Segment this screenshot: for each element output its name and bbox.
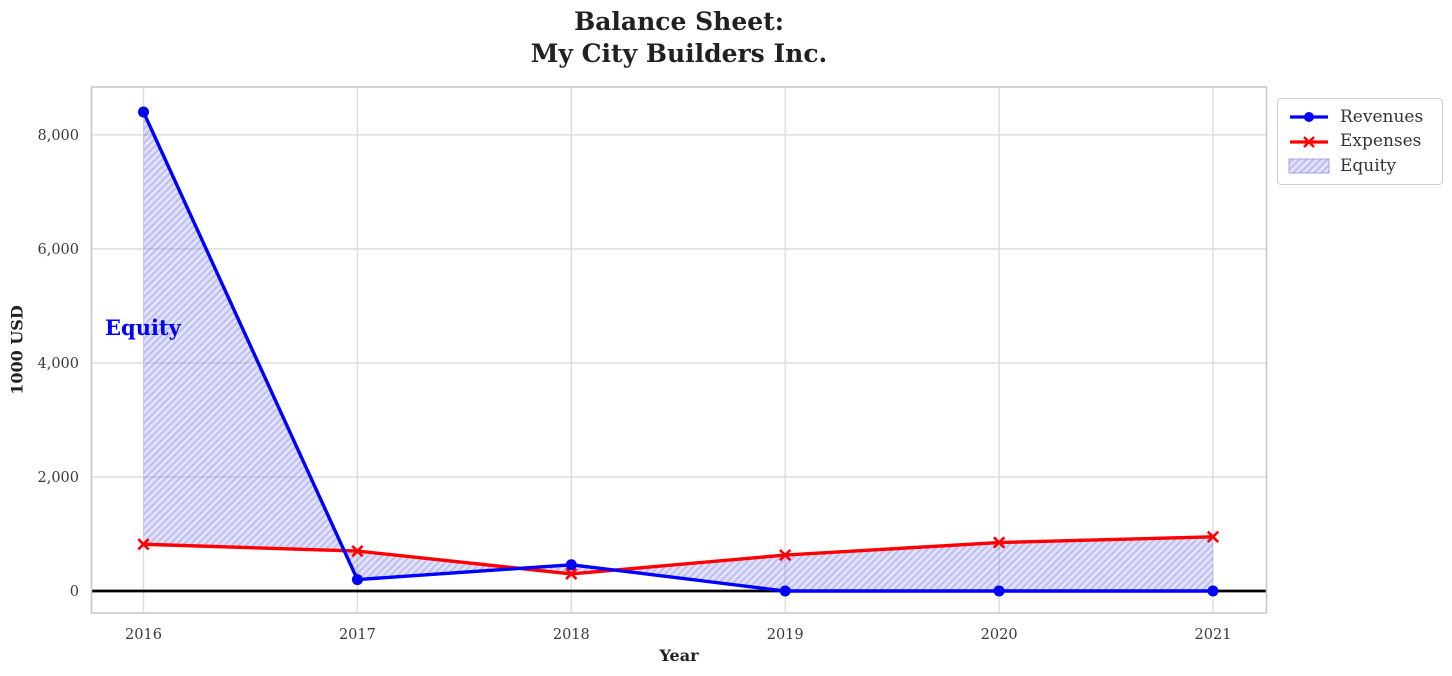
svg-text:2017: 2017 xyxy=(339,627,376,643)
svg-text:4,000: 4,000 xyxy=(37,356,79,372)
legend-label-expenses: Expenses xyxy=(1340,131,1422,151)
svg-text:2,000: 2,000 xyxy=(37,470,79,486)
chart-title-line1: Balance Sheet: xyxy=(574,7,784,36)
chart-title-line2: My City Builders Inc. xyxy=(530,39,828,68)
svg-text:8,000: 8,000 xyxy=(37,128,79,144)
x-axis-label: Year xyxy=(659,646,699,665)
legend-item-revenues: Revenues xyxy=(1288,105,1434,129)
equity-annotation: Equity xyxy=(105,315,181,340)
expenses-line-icon xyxy=(1290,135,1328,148)
legend-label-equity: Equity xyxy=(1340,155,1397,176)
equity-hatch-icon xyxy=(1288,158,1330,174)
svg-text:6,000: 6,000 xyxy=(37,242,79,258)
svg-text:2021: 2021 xyxy=(1195,627,1232,643)
legend-label-revenues: Revenues xyxy=(1340,106,1424,127)
y-axis-label: 1000 USD xyxy=(7,305,27,395)
legend-item-expenses: Expenses xyxy=(1288,130,1434,154)
chart-title: Balance Sheet: My City Builders Inc. xyxy=(531,6,828,70)
svg-text:2016: 2016 xyxy=(125,627,162,643)
revenues-line-icon xyxy=(1290,112,1328,122)
legend: Revenues Expenses Equity xyxy=(1277,98,1443,185)
legend-item-equity: Equity xyxy=(1288,154,1434,178)
svg-text:2020: 2020 xyxy=(981,627,1018,643)
svg-text:2018: 2018 xyxy=(553,627,590,643)
svg-text:0: 0 xyxy=(70,584,79,600)
svg-text:2019: 2019 xyxy=(767,627,804,643)
